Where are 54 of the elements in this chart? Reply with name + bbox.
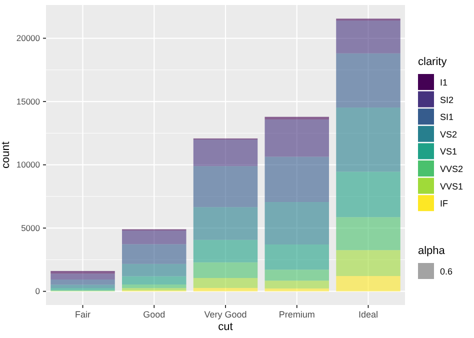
text: alpha xyxy=(418,245,446,257)
bar xyxy=(50,270,115,274)
text: 0.6 xyxy=(440,266,453,276)
bar xyxy=(122,264,186,276)
bar xyxy=(193,262,258,278)
legend-label: IF xyxy=(440,198,448,209)
bar xyxy=(193,278,258,288)
bar xyxy=(193,288,258,292)
legend-label: VVS1 xyxy=(440,181,464,192)
bar xyxy=(264,288,329,292)
y-axis-title: count xyxy=(0,142,12,168)
bar xyxy=(336,108,400,172)
bar xyxy=(264,270,329,281)
bar xyxy=(264,156,329,202)
x-tick-label: Good xyxy=(143,309,166,320)
legend-label: VS2 xyxy=(440,129,458,140)
bar xyxy=(193,140,258,166)
bar xyxy=(336,172,400,218)
bar xyxy=(264,119,329,157)
x-tick-label: Premium xyxy=(278,309,315,320)
bar xyxy=(193,207,258,240)
bar xyxy=(122,230,186,244)
x-tick-label: Ideal xyxy=(358,309,378,320)
x-tick-label: Fair xyxy=(75,309,91,320)
bar xyxy=(336,217,400,250)
y-tick-label: 0 xyxy=(35,286,40,296)
bar xyxy=(193,240,258,262)
bar xyxy=(264,280,329,288)
bar xyxy=(122,284,186,288)
y-tick-label: 15000 xyxy=(16,96,40,106)
legend-label: I1 xyxy=(440,78,448,88)
bar xyxy=(50,280,115,285)
bar xyxy=(336,250,400,276)
bar xyxy=(193,166,258,208)
bar xyxy=(264,116,329,120)
y-tick-label: 5000 xyxy=(21,222,40,233)
y-tick-label: 10000 xyxy=(16,160,40,170)
legend-label: SI2 xyxy=(440,94,454,105)
bar xyxy=(336,53,400,108)
bar xyxy=(122,276,186,284)
bar xyxy=(264,202,329,244)
x-axis-title: cut xyxy=(218,321,233,333)
legend-label: VVS2 xyxy=(440,164,464,174)
bar xyxy=(336,20,400,54)
legend-label: SI1 xyxy=(440,112,454,122)
bar xyxy=(336,276,400,292)
bar xyxy=(50,284,115,288)
bar xyxy=(50,274,115,280)
legend-title: clarity xyxy=(418,56,448,68)
y-tick-label: 20000 xyxy=(16,32,40,43)
x-tick-label: Very Good xyxy=(204,309,247,320)
bar xyxy=(264,244,329,270)
legend-label: VS1 xyxy=(440,146,458,157)
bar xyxy=(122,244,186,264)
